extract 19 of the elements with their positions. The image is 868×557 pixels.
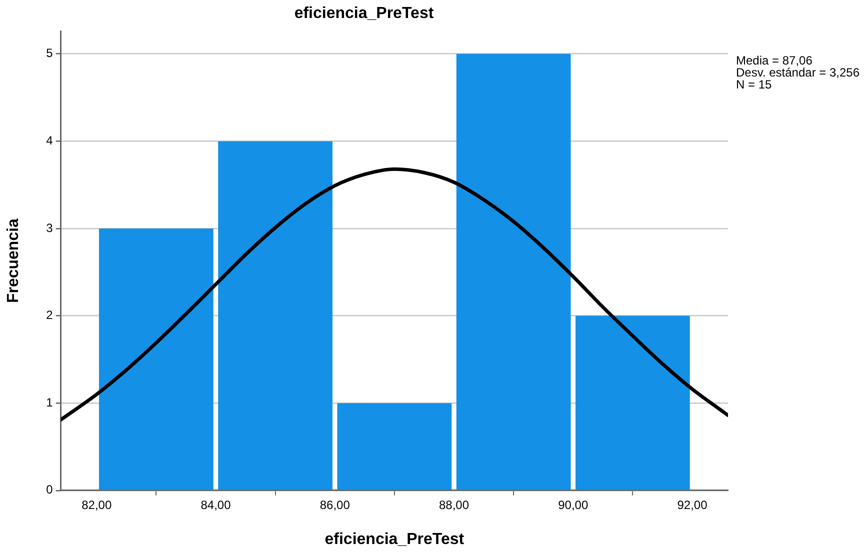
x-tick-label: 86,00 xyxy=(320,498,350,512)
y-axis-title: Frecuencia xyxy=(5,218,22,304)
x-tick-label: 90,00 xyxy=(558,498,588,512)
x-tick-label: 82,00 xyxy=(82,498,112,512)
text: Media = 87,06 xyxy=(736,54,813,68)
x-tick-label: 88,00 xyxy=(438,498,470,512)
y-tick-label: 3 xyxy=(46,220,54,235)
y-tick-label: 0 xyxy=(46,482,54,497)
chart-title: eficiencia_PreTest xyxy=(294,5,434,22)
x-tick-label: 92,00 xyxy=(677,498,708,512)
y-tick-label: 1 xyxy=(46,395,54,410)
y-tick-label: 4 xyxy=(46,134,54,148)
x-axis-title: eficiencia_PreTest xyxy=(324,530,465,548)
x-tick-label: 84,00 xyxy=(200,498,232,512)
text: Desv. estándar = 3,256 xyxy=(736,66,860,80)
y-tick-label: 2 xyxy=(46,308,54,322)
y-tick-label: 5 xyxy=(46,46,54,60)
text: N = 15 xyxy=(736,78,772,92)
line-series xyxy=(60,167,728,422)
